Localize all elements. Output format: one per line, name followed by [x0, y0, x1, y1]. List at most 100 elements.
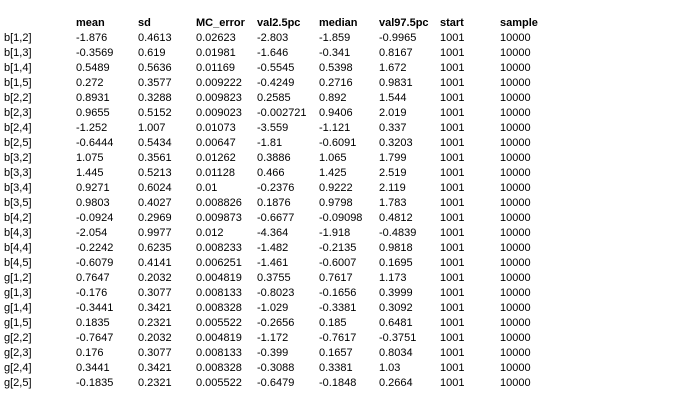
cell-val2-5pc: -0.8023 — [257, 287, 295, 299]
cell-mean: -0.2242 — [76, 242, 114, 254]
cell-val97-5pc: -0.9965 — [379, 32, 417, 44]
cell-node-name: b[2,3] — [4, 107, 32, 119]
cell-median: -0.09098 — [319, 212, 363, 224]
cell-mean: 0.3441 — [76, 362, 110, 374]
cell-median: 0.2716 — [319, 77, 353, 89]
cell-start: 1001 — [440, 212, 465, 224]
cell-node-name: b[4,5] — [4, 257, 32, 269]
column-header-sample: sample — [500, 17, 538, 29]
cell-val97-5pc: 0.6481 — [379, 317, 413, 329]
table-row: b[2,4] -1.252 1.007 0.01073 -3.559 -1.121 0.33… — [4, 121, 560, 136]
cell-sd: 1.007 — [138, 122, 166, 134]
cell-median: 0.5398 — [319, 62, 353, 74]
cell-start: 1001 — [440, 107, 465, 119]
cell-start: 1001 — [440, 77, 465, 89]
cell-sample: 10000 — [500, 32, 531, 44]
cell-mc-error: 0.009222 — [196, 77, 242, 89]
cell-sd: 0.5434 — [138, 137, 172, 149]
cell-val2-5pc: -0.3088 — [257, 362, 295, 374]
column-header-node — [4, 16, 76, 31]
cell-mean: -2.054 — [76, 227, 108, 239]
table-row: b[2,5] -0.6444 0.5434 0.00647 -1.81 -0.6091 0.… — [4, 136, 560, 151]
cell-val2-5pc: -0.2656 — [257, 317, 295, 329]
cell-median: -0.6091 — [319, 137, 357, 149]
cell-sd: 0.4141 — [138, 257, 172, 269]
cell-val97-5pc: 0.9818 — [379, 242, 413, 254]
table-body: b[1,2] -1.876 0.4613 0.02623 -2.803 -1.859 -0.… — [4, 31, 560, 391]
cell-sd: 0.2321 — [138, 317, 172, 329]
table-row: b[1,5] 0.272 0.3577 0.009222 -0.4249 0.2716 0.… — [4, 76, 560, 91]
cell-start: 1001 — [440, 182, 465, 194]
cell-node-name: g[2,5] — [4, 377, 32, 389]
cell-sd: 0.3077 — [138, 347, 172, 359]
cell-mc-error: 0.01169 — [196, 62, 235, 74]
cell-val2-5pc: -1.029 — [257, 302, 289, 314]
cell-val97-5pc: 0.8034 — [379, 347, 413, 359]
table-row: g[2,2] -0.7647 0.2032 0.004819 -1.172 -0.7617… — [4, 331, 560, 346]
cell-mean: -0.0924 — [76, 212, 114, 224]
cell-median: 1.065 — [319, 152, 347, 164]
cell-val2-5pc: -0.399 — [257, 347, 289, 359]
cell-sd: 0.5152 — [138, 107, 172, 119]
cell-mean: -0.3441 — [76, 302, 114, 314]
cell-start: 1001 — [440, 332, 465, 344]
cell-mc-error: 0.005522 — [196, 317, 242, 329]
cell-median: -0.7617 — [319, 332, 357, 344]
column-header-mc-error: MC_error — [196, 17, 245, 29]
cell-sample: 10000 — [500, 317, 531, 329]
cell-node-name: g[1,3] — [4, 287, 32, 299]
cell-sample: 10000 — [500, 227, 531, 239]
cell-mean: -0.1835 — [76, 377, 114, 389]
cell-val97-5pc: 1.672 — [379, 62, 407, 74]
cell-median: -0.2135 — [319, 242, 357, 254]
cell-sd: 0.4613 — [138, 32, 172, 44]
cell-node-name: g[1,4] — [4, 302, 32, 314]
cell-val97-5pc: 0.1695 — [379, 257, 413, 269]
cell-median: 0.9222 — [319, 182, 353, 194]
cell-start: 1001 — [440, 32, 465, 44]
cell-start: 1001 — [440, 62, 465, 74]
cell-median: 0.9406 — [319, 107, 353, 119]
cell-mean: 0.7647 — [76, 272, 110, 284]
table-row: g[2,4] 0.3441 0.3421 0.008328 -0.3088 0.3381 1… — [4, 361, 560, 376]
cell-node-name: b[1,5] — [4, 77, 32, 89]
cell-sample: 10000 — [500, 347, 531, 359]
cell-start: 1001 — [440, 167, 465, 179]
table-row: g[1,4] -0.3441 0.3421 0.008328 -1.029 -0.3381… — [4, 301, 560, 316]
cell-sample: 10000 — [500, 92, 531, 104]
cell-mc-error: 0.01073 — [196, 122, 236, 134]
cell-node-name: b[4,4] — [4, 242, 32, 254]
cell-node-name: b[3,3] — [4, 167, 32, 179]
column-header-mean: mean — [76, 17, 105, 29]
cell-sd: 0.3288 — [138, 92, 172, 104]
cell-median: 0.185 — [319, 317, 347, 329]
cell-mean: 0.5489 — [76, 62, 110, 74]
cell-sample: 10000 — [500, 77, 531, 89]
table-row: b[3,3] 1.445 0.5213 0.01128 0.466 1.425 2.519 1… — [4, 166, 560, 181]
cell-sample: 10000 — [500, 242, 531, 254]
cell-mc-error: 0.00647 — [196, 137, 236, 149]
cell-median: -0.1848 — [319, 377, 357, 389]
table-row: b[4,4] -0.2242 0.6235 0.008233 -1.482 -0.2135… — [4, 241, 560, 256]
cell-median: -0.6007 — [319, 257, 357, 269]
cell-sd: 0.5636 — [138, 62, 172, 74]
cell-val97-5pc: 0.4812 — [379, 212, 413, 224]
cell-mean: -0.6444 — [76, 137, 114, 149]
cell-mc-error: 0.012 — [196, 227, 224, 239]
cell-median: 0.3381 — [319, 362, 353, 374]
cell-sample: 10000 — [500, 362, 531, 374]
header-row: mean sd MC_error val2.5pc median val97.5… — [4, 16, 560, 31]
cell-sd: 0.6235 — [138, 242, 172, 254]
table-row: b[1,2] -1.876 0.4613 0.02623 -2.803 -1.859 -0.… — [4, 31, 560, 46]
cell-start: 1001 — [440, 302, 465, 314]
cell-val97-5pc: 0.3092 — [379, 302, 413, 314]
cell-mc-error: 0.008328 — [196, 302, 242, 314]
cell-sample: 10000 — [500, 197, 531, 209]
cell-val97-5pc: 0.3203 — [379, 137, 413, 149]
cell-val2-5pc: 0.3886 — [257, 152, 291, 164]
cell-val97-5pc: 1.173 — [379, 272, 407, 284]
cell-val2-5pc: 0.466 — [257, 167, 285, 179]
cell-start: 1001 — [440, 152, 465, 164]
cell-mc-error: 0.004819 — [196, 332, 242, 344]
cell-mean: 1.445 — [76, 167, 104, 179]
